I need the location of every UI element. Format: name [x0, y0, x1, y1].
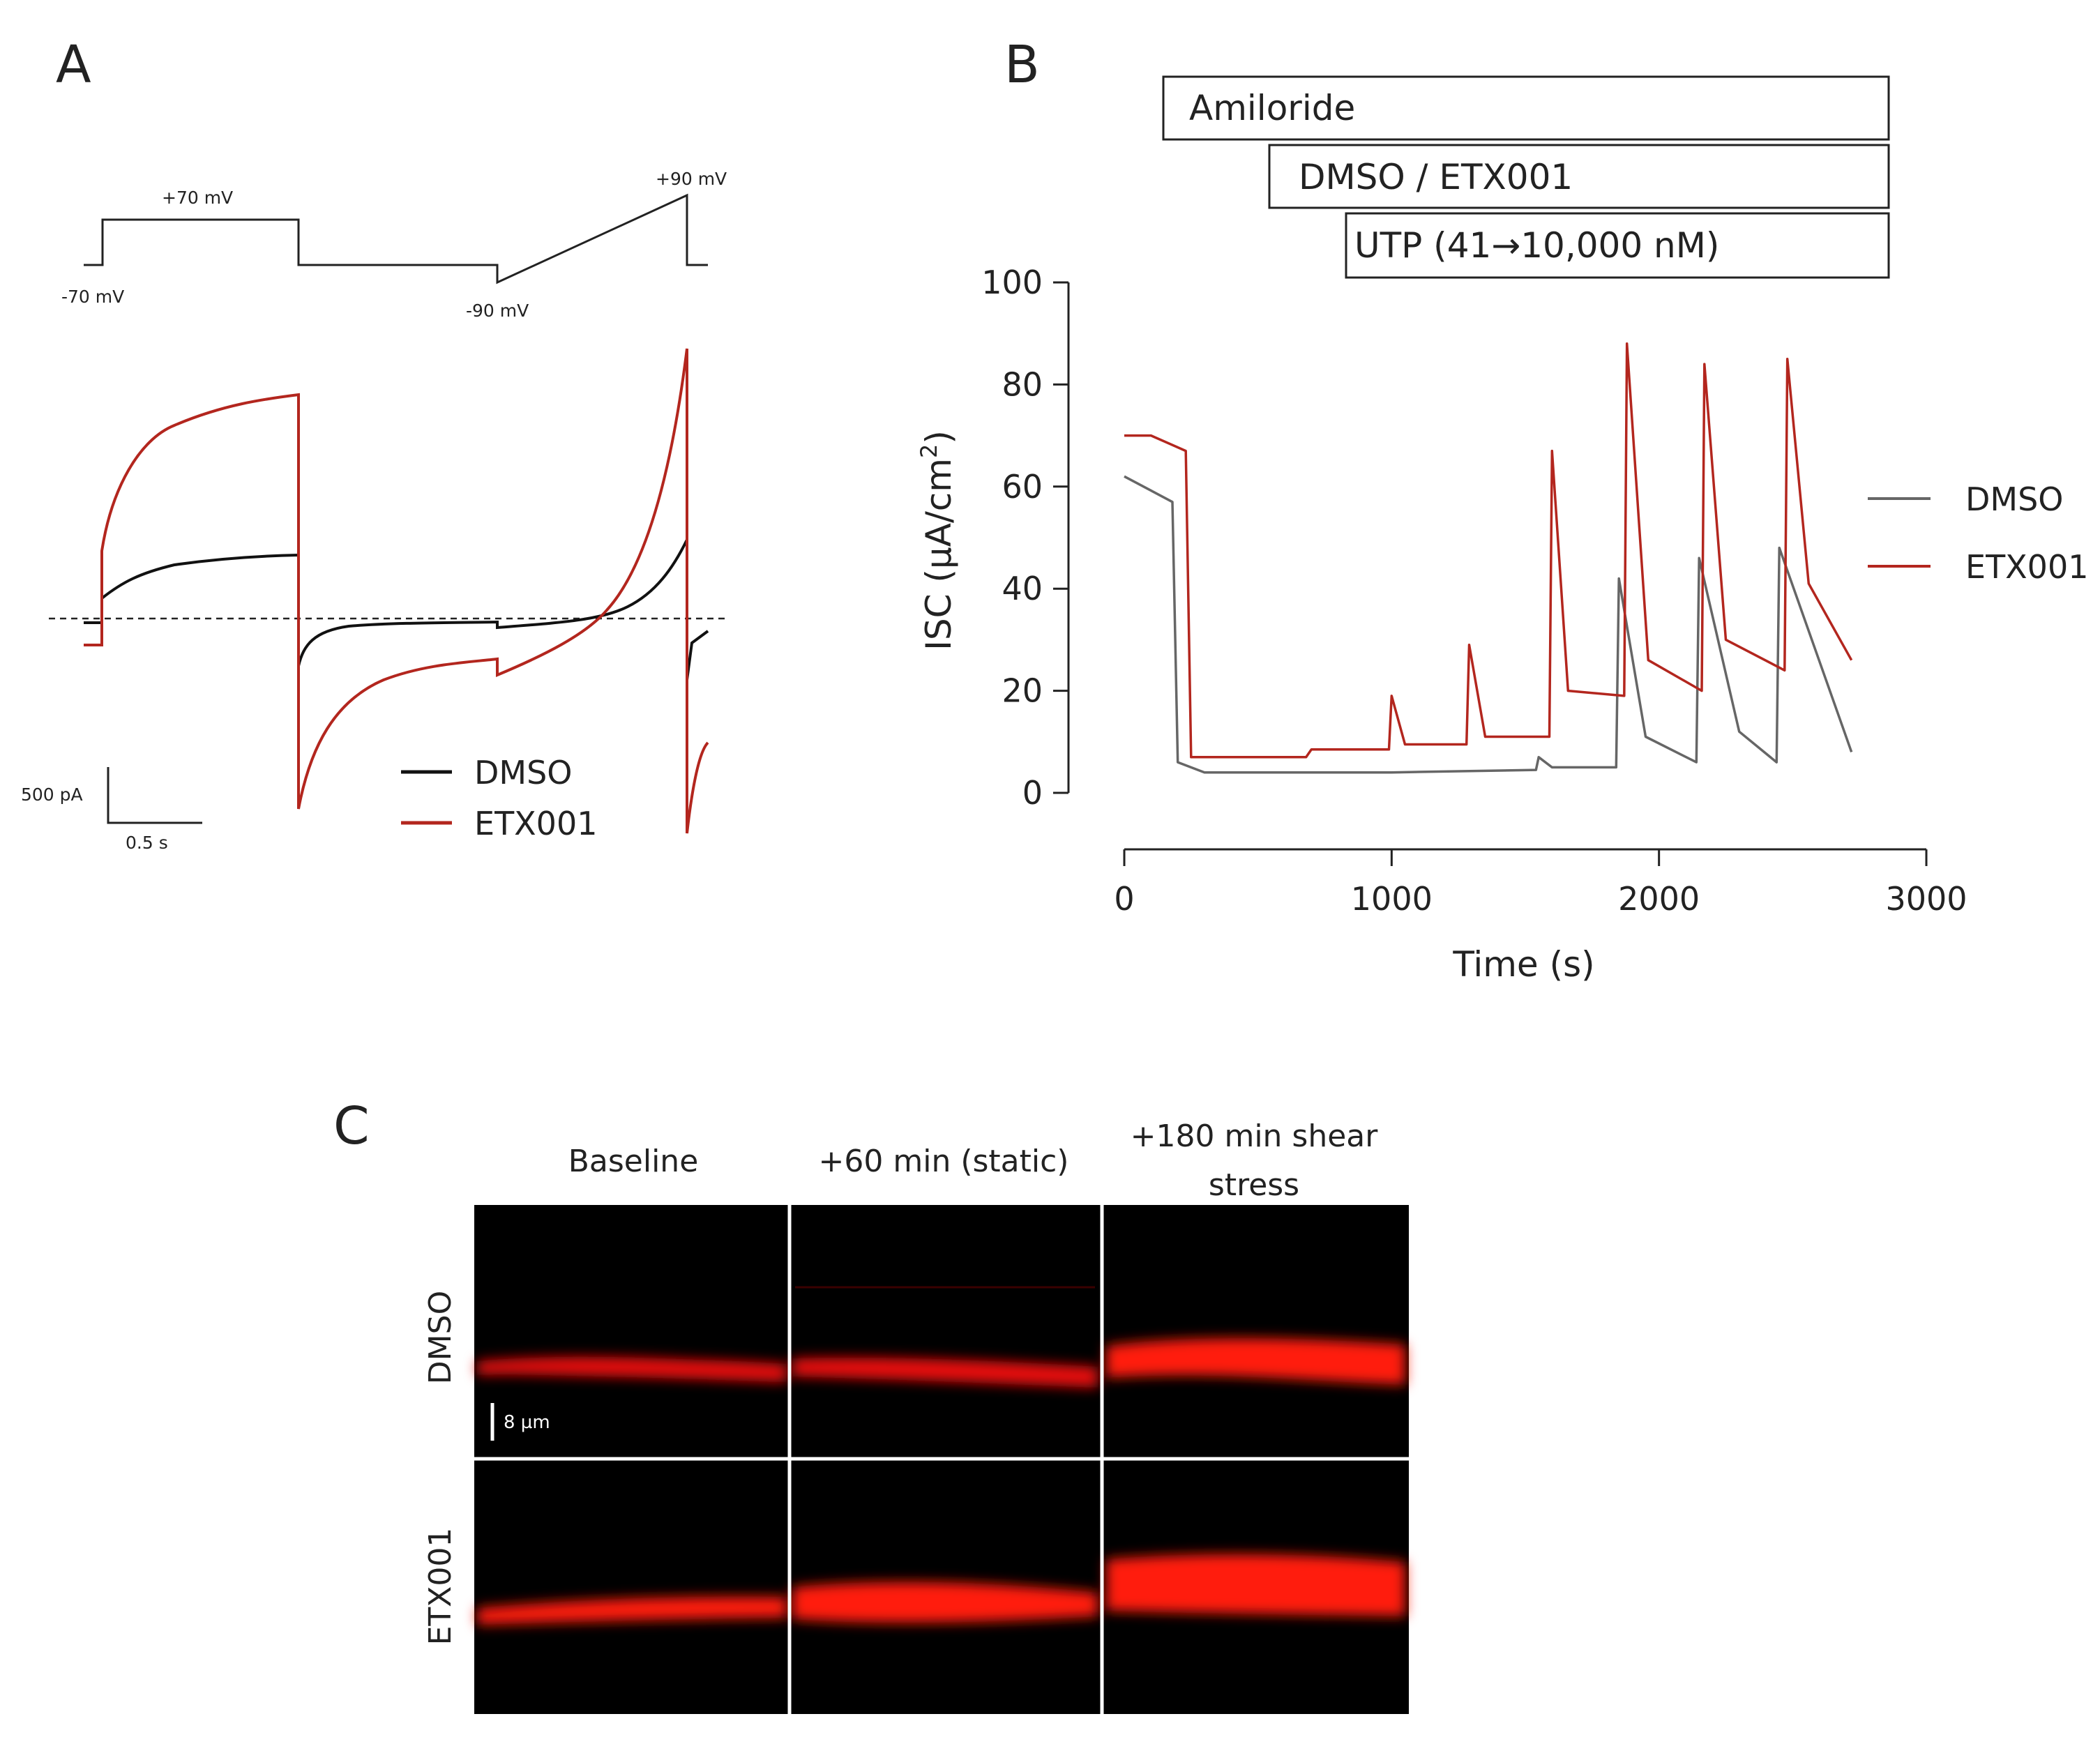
x-tick-label: 2000	[1618, 880, 1700, 918]
protocol-label-v3: -70 mV	[61, 287, 124, 307]
legend-label-dmso-a: DMSO	[474, 754, 573, 791]
legend-label-dmso-b: DMSO	[1965, 480, 2064, 518]
y-tick-label: 100	[981, 264, 1043, 301]
scale-bar	[107, 767, 202, 824]
row-label-etx: ETX001	[423, 1528, 458, 1646]
treatment-label-amiloride: Amiloride	[1189, 88, 1355, 128]
scale-time: 0.5 s	[126, 833, 168, 853]
series-line-etx-a	[84, 348, 709, 834]
column-label-baseline: Baseline	[568, 1144, 699, 1179]
treatment-box-amiloride	[1162, 75, 1890, 141]
y-tick-label: 0	[1022, 774, 1043, 812]
y-axis-label: ISC (µA/cm2)	[916, 430, 959, 651]
protocol-label-v2: +90 mV	[656, 169, 727, 189]
image-etx-baseline	[477, 1596, 787, 1625]
panel-label-a: A	[56, 35, 91, 95]
protocol-label-v1: +70 mV	[162, 188, 233, 208]
image-dmso-60min	[792, 1286, 1098, 1388]
panel-label-b: B	[1004, 35, 1040, 95]
legend-label-etx-a: ETX001	[474, 805, 597, 842]
treatment-box-utp	[1345, 212, 1890, 279]
treatment-box-drug	[1268, 144, 1890, 209]
column-label-60min: +60 min (static)	[819, 1144, 1069, 1179]
image-etx-60min	[792, 1582, 1098, 1623]
x-tick-label: 1000	[1351, 880, 1433, 918]
x-tick-label: 3000	[1885, 880, 1967, 918]
legend-label-etx-b: ETX001	[1965, 548, 2088, 586]
column-label-180min-line2: stress	[1209, 1167, 1299, 1203]
column-label-180min-line1: +180 min shear	[1131, 1119, 1379, 1154]
treatment-label-drug: DMSO / ETX001	[1299, 157, 1573, 197]
chart-b: 0 20 40 60 80 100 0 1000 2000 3000 Time (s) ISC …	[916, 264, 2088, 985]
series-line-etx001	[1124, 342, 1853, 759]
y-tick-label: 60	[1002, 468, 1043, 506]
image-dmso-180min	[1106, 1338, 1405, 1385]
y-axis-label-sup: 2	[916, 444, 942, 458]
row-label-dmso: DMSO	[423, 1291, 458, 1384]
y-axis-label-close: )	[919, 430, 959, 444]
y-tick-label: 40	[1002, 570, 1043, 607]
micrograph-scale-label: 8 µm	[504, 1412, 550, 1433]
y-tick-label: 20	[1002, 672, 1043, 710]
y-axis-label-main: ISC (µA/cm	[919, 458, 959, 651]
treatment-bars: Amiloride DMSO / ETX001 UTP (41→10,000 n…	[1162, 75, 1890, 279]
y-tick-label: 80	[1002, 365, 1043, 403]
chart-a: 500 pA 0.5 s DMSO ETX001	[21, 348, 729, 853]
x-axis-label: Time (s)	[1452, 944, 1594, 985]
treatment-label-utp: UTP (41→10,000 nM)	[1354, 225, 1719, 266]
image-dmso-baseline	[474, 1205, 787, 1459]
image-etx-180min	[1106, 1554, 1405, 1616]
x-tick-label: 0	[1114, 880, 1134, 918]
micrograph-panel: Baseline +60 min (static) +180 min shear…	[423, 1119, 1409, 1714]
scale-current: 500 pA	[21, 784, 83, 805]
protocol-label-v4: -90 mV	[466, 301, 529, 321]
panel-label-c: C	[333, 1096, 370, 1156]
voltage-protocol: +70 mV +90 mV -70 mV -90 mV	[61, 169, 727, 321]
series-line-dmso	[1124, 475, 1853, 774]
series-line-dmso-a	[84, 539, 709, 681]
